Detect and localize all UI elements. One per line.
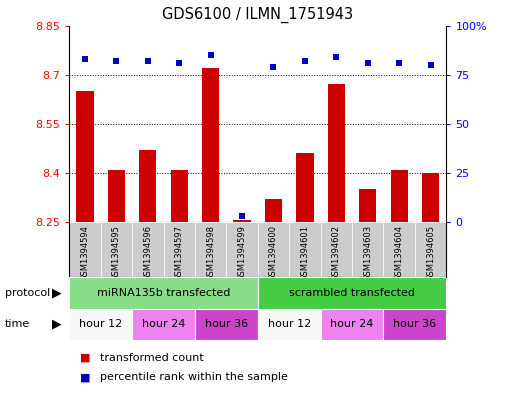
Text: ▶: ▶ (52, 318, 61, 331)
Bar (108, 170, 125, 222)
Point (81, 56, 89, 62)
Bar (328, 84, 345, 222)
Bar (258, 309, 321, 340)
Text: GSM1394599: GSM1394599 (238, 225, 247, 281)
Bar (321, 222, 352, 277)
Bar (76, 91, 93, 222)
Text: ▶: ▶ (52, 286, 61, 299)
Text: GSM1394603: GSM1394603 (363, 225, 372, 281)
Text: GSM1394598: GSM1394598 (206, 225, 215, 281)
Bar (415, 222, 446, 277)
Bar (383, 309, 446, 340)
Text: time: time (5, 319, 30, 329)
Bar (69, 309, 132, 340)
Bar (233, 220, 251, 222)
Bar (359, 189, 377, 222)
Point (238, 213, 246, 219)
Point (301, 58, 309, 64)
Bar (101, 222, 132, 277)
Point (332, 54, 341, 60)
Point (207, 52, 215, 58)
Text: protocol: protocol (5, 288, 50, 298)
Text: hour 36: hour 36 (393, 319, 437, 329)
Bar (139, 150, 156, 222)
Text: hour 36: hour 36 (205, 319, 248, 329)
Bar (195, 222, 226, 277)
Bar (297, 153, 313, 222)
Text: GSM1394601: GSM1394601 (301, 225, 309, 281)
Text: ■: ■ (80, 372, 90, 382)
Bar (171, 170, 188, 222)
Bar (390, 170, 408, 222)
Text: transformed count: transformed count (100, 353, 204, 363)
Bar (321, 309, 383, 340)
Text: scrambled transfected: scrambled transfected (289, 288, 415, 298)
Bar (352, 222, 383, 277)
Point (364, 60, 372, 66)
Text: GSM1394595: GSM1394595 (112, 225, 121, 281)
Bar (164, 222, 195, 277)
Bar (265, 199, 282, 222)
Bar (202, 68, 219, 222)
Bar (258, 222, 289, 277)
Point (426, 62, 435, 68)
Text: hour 12: hour 12 (268, 319, 311, 329)
Text: GSM1394596: GSM1394596 (143, 225, 152, 281)
Bar (132, 309, 195, 340)
Bar (132, 222, 164, 277)
Text: GSM1394597: GSM1394597 (175, 225, 184, 281)
Text: GSM1394605: GSM1394605 (426, 225, 435, 281)
Bar (69, 222, 101, 277)
Point (175, 60, 183, 66)
Text: GSM1394594: GSM1394594 (81, 225, 89, 281)
Text: GSM1394604: GSM1394604 (394, 225, 404, 281)
Text: GSM1394600: GSM1394600 (269, 225, 278, 281)
Bar (69, 277, 258, 309)
Point (112, 58, 121, 64)
Title: GDS6100 / ILMN_1751943: GDS6100 / ILMN_1751943 (162, 7, 353, 23)
Point (269, 64, 278, 70)
Text: hour 24: hour 24 (142, 319, 185, 329)
Bar (195, 309, 258, 340)
Bar (289, 222, 321, 277)
Text: hour 24: hour 24 (330, 319, 374, 329)
Point (395, 60, 403, 66)
Text: miRNA135b transfected: miRNA135b transfected (97, 288, 230, 298)
Bar (422, 173, 439, 222)
Bar (383, 222, 415, 277)
Point (144, 58, 152, 64)
Text: hour 12: hour 12 (79, 319, 122, 329)
Text: GSM1394602: GSM1394602 (332, 225, 341, 281)
Text: ■: ■ (80, 353, 90, 363)
Bar (226, 222, 258, 277)
Text: percentile rank within the sample: percentile rank within the sample (100, 372, 288, 382)
Bar (258, 277, 446, 309)
